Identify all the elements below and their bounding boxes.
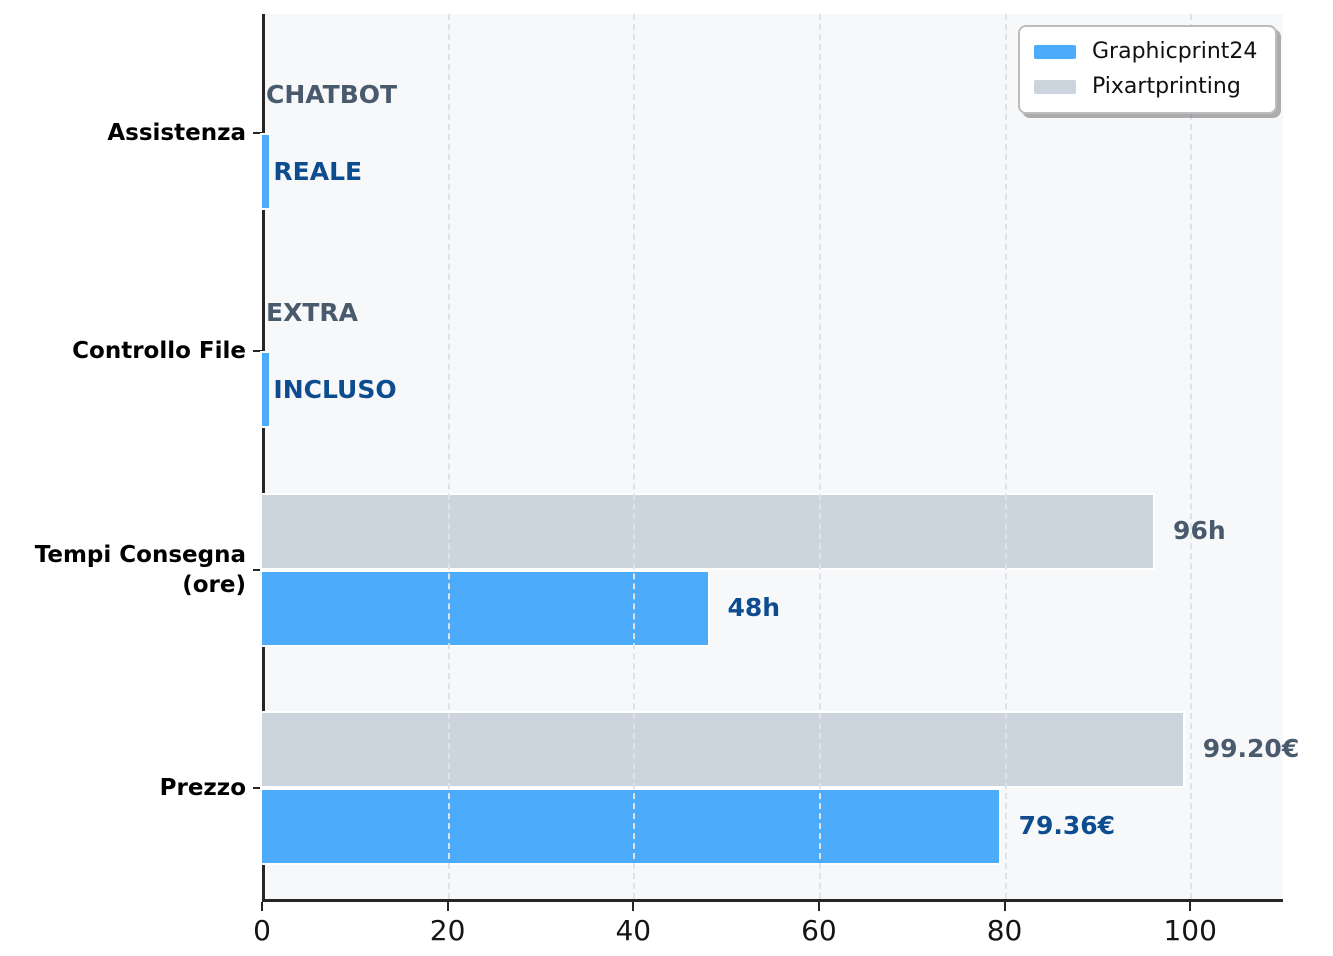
bar-value-label: REALE xyxy=(273,156,363,186)
bar-value-label: 48h xyxy=(727,593,781,623)
y-tick-mark xyxy=(253,132,262,134)
x-tick-label: 80 xyxy=(986,914,1023,947)
gridline xyxy=(818,14,821,899)
bar-value-label: 79.36€ xyxy=(1018,811,1116,841)
legend-item: Pixartprinting xyxy=(1034,74,1257,100)
x-tick-mark xyxy=(817,902,820,911)
legend-item: Graphicprint24 xyxy=(1034,39,1257,65)
x-tick-label: 40 xyxy=(615,914,652,947)
x-tick-label: 60 xyxy=(801,914,837,947)
bar-value-label: EXTRA xyxy=(266,297,359,327)
category-label: Assistenza xyxy=(107,120,246,146)
x-tick-label: 100 xyxy=(1163,914,1217,947)
x-tick-mark xyxy=(632,902,635,911)
x-tick-mark xyxy=(261,902,263,911)
y-tick-mark xyxy=(253,786,262,789)
bar-value-label: INCLUSO xyxy=(273,374,397,404)
gridline xyxy=(1004,14,1007,899)
gridline xyxy=(447,14,450,899)
bar-value-label: 99.20€ xyxy=(1202,734,1300,764)
legend: Graphicprint24 Pixartprinting xyxy=(1018,25,1278,114)
legend-label: Pixartprinting xyxy=(1092,74,1241,99)
gridline xyxy=(1190,14,1193,899)
x-tick-label: 0 xyxy=(253,914,271,947)
category-label: Tempi Consegna (ore) xyxy=(34,541,246,598)
y-tick-mark xyxy=(253,350,262,353)
y-tick-mark xyxy=(253,568,262,571)
graphicprint24-bar xyxy=(262,135,270,208)
x-tick-label: 20 xyxy=(429,914,466,947)
pixartprinting-bar xyxy=(262,712,1183,786)
category-label: Controllo File xyxy=(72,338,246,365)
bar-value-label: CHATBOT xyxy=(266,79,398,109)
x-tick-mark xyxy=(446,902,449,911)
x-tick-mark xyxy=(1189,902,1192,911)
legend-label: Graphicprint24 xyxy=(1092,39,1258,64)
legend-swatch-pixartprinting xyxy=(1034,80,1076,94)
pixartprinting-bar xyxy=(262,494,1154,568)
category-label: Prezzo xyxy=(159,774,246,801)
graphicprint24-bar xyxy=(262,353,270,427)
graphicprint24-bar xyxy=(262,789,999,863)
bar-value-label: 96h xyxy=(1173,516,1226,546)
legend-swatch-graphicprint24 xyxy=(1034,45,1076,59)
gridline xyxy=(633,14,636,899)
graphicprint24-bar xyxy=(262,571,708,645)
x-tick-mark xyxy=(1003,902,1006,911)
